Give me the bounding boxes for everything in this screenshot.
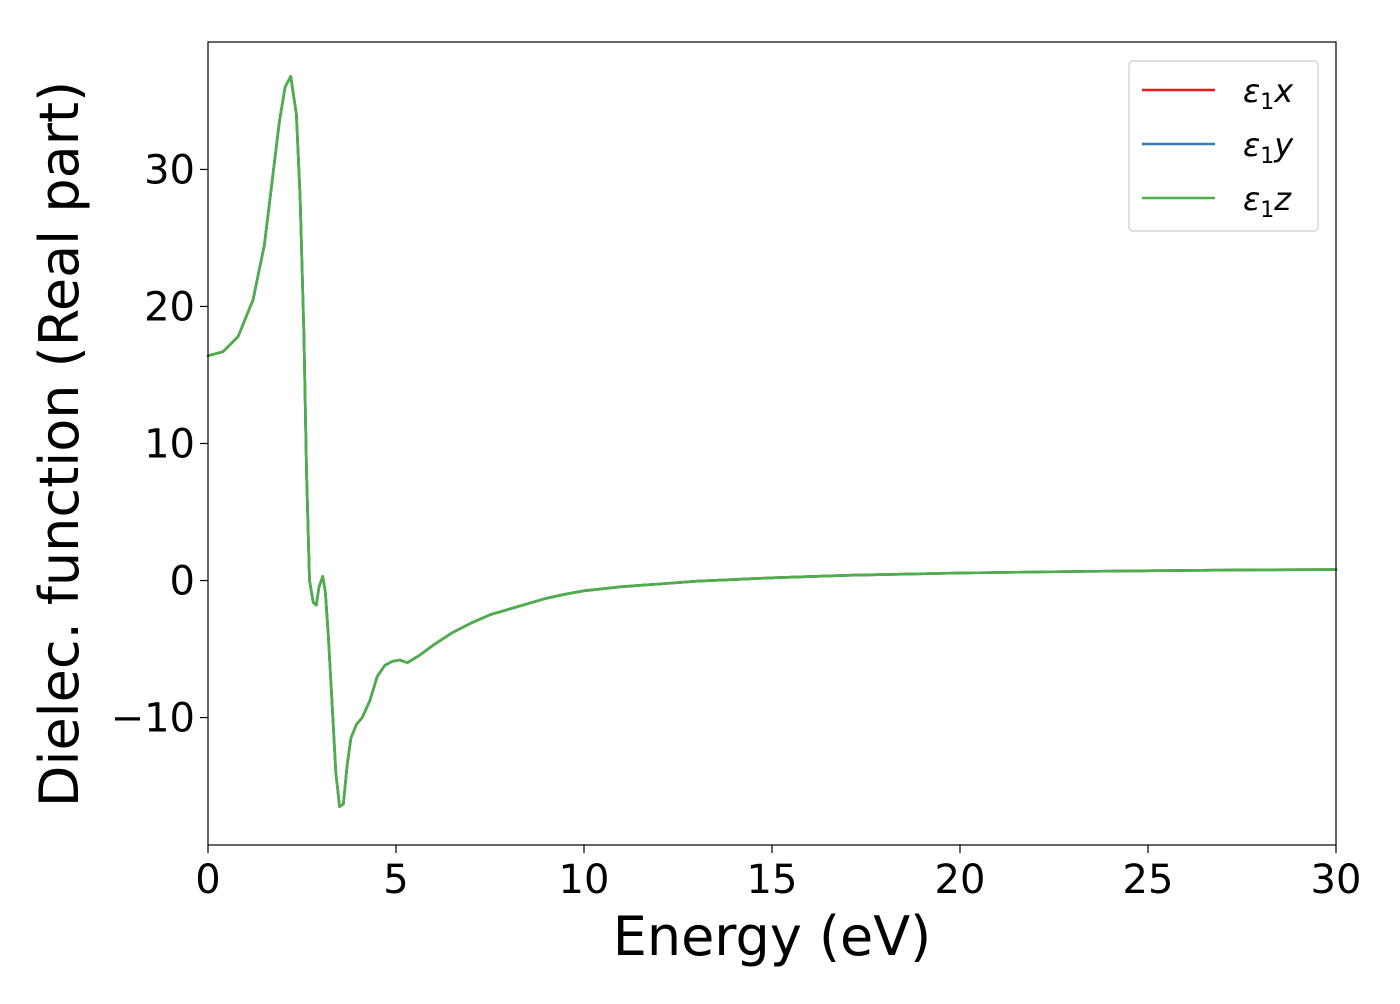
x-tick-label: 0: [195, 857, 220, 903]
y-tick-label: 30: [144, 147, 195, 193]
legend-label-1: ε1y: [1243, 126, 1294, 169]
y-tick-label: 20: [144, 284, 195, 330]
y-axis-label: Dielec. function (Real part): [28, 81, 91, 807]
x-tick-label: 10: [559, 857, 610, 903]
y-axis-ticks: −10 0 10 20 30: [111, 147, 208, 742]
legend-label-2: ε1z: [1243, 180, 1292, 223]
series-line-2: [206, 75, 1338, 808]
x-tick-label: 15: [747, 857, 798, 903]
y-tick-label: 0: [170, 559, 195, 605]
x-axis-label: Energy (eV): [613, 905, 932, 968]
x-tick-label: 25: [1123, 857, 1174, 903]
x-tick-label: 30: [1311, 857, 1362, 903]
x-tick-label: 20: [935, 857, 986, 903]
legend-frame: [1128, 60, 1319, 232]
x-axis-ticks: 0 5 10 15 20 25 30: [195, 845, 1361, 903]
y-tick-label: −10: [111, 696, 195, 742]
y-tick-label: 10: [144, 422, 195, 468]
x-tick-label: 5: [383, 857, 408, 903]
legend-label-0: ε1x: [1243, 72, 1294, 115]
plot-lines: [206, 75, 1338, 808]
legend: ε1x ε1y ε1z: [1128, 60, 1319, 232]
